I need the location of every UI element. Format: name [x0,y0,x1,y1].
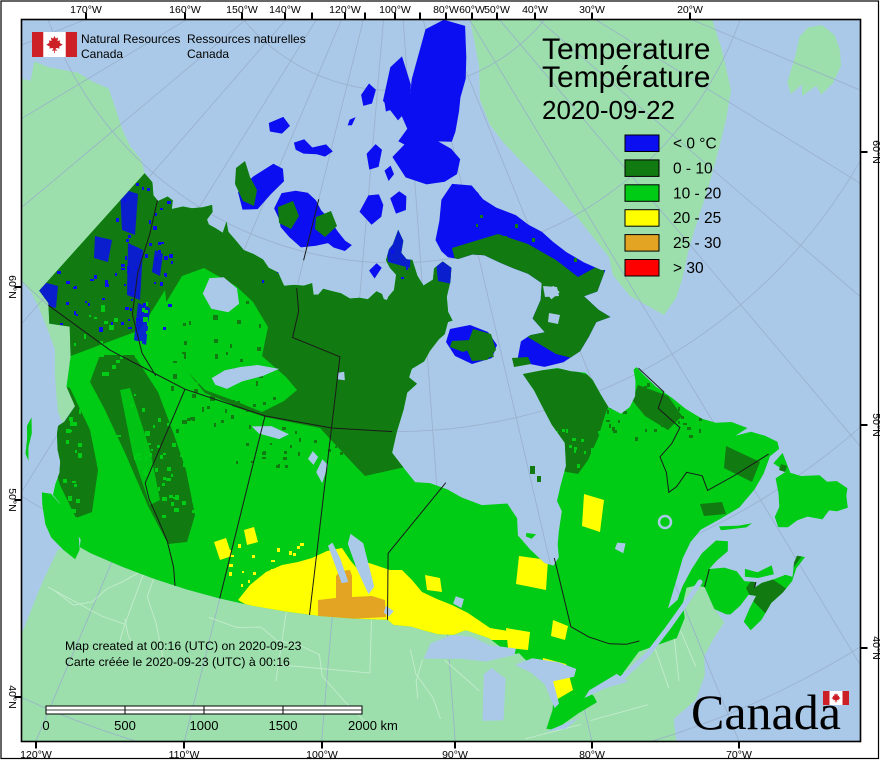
svg-text:90°W: 90°W [442,749,468,760]
svg-text:500: 500 [114,718,136,733]
svg-text:80°W: 80°W [433,4,459,16]
svg-text:60°N: 60°N [870,140,880,163]
svg-text:Carte créée le 2020-09-23 (UTC: Carte créée le 2020-09-23 (UTC) à 00:16 [65,655,290,669]
svg-text:110°W: 110°W [169,749,200,760]
svg-text:120°W: 120°W [20,749,52,760]
svg-text:40°N: 40°N [870,636,880,659]
svg-text:< 0 °C: < 0 °C [673,136,717,153]
svg-text:0: 0 [42,718,49,733]
svg-text:150°W: 150°W [226,4,258,16]
svg-text:> 30: > 30 [673,260,704,277]
svg-text:100°W: 100°W [306,749,338,760]
svg-text:30°W: 30°W [579,4,605,16]
svg-text:1000: 1000 [190,718,219,733]
svg-text:50°N: 50°N [870,413,880,436]
svg-text:80°W: 80°W [579,749,605,760]
svg-text:140°W: 140°W [269,4,301,16]
svg-text:Temperature: Temperature [542,33,710,66]
svg-text:Canada: Canada [81,47,123,61]
svg-text:Température: Température [542,61,710,94]
svg-text:2020-09-22: 2020-09-22 [542,95,675,125]
svg-text:40°N: 40°N [6,685,18,708]
svg-text:1500: 1500 [269,718,298,733]
svg-text:0 - 10: 0 - 10 [673,160,713,177]
svg-text:20°W: 20°W [677,4,703,16]
svg-text:160°W: 160°W [169,4,201,16]
svg-text:50°N: 50°N [6,488,18,511]
svg-text:25 - 30: 25 - 30 [673,235,722,252]
svg-text:10 - 20: 10 - 20 [673,185,722,202]
svg-text:100°W: 100°W [379,4,411,16]
svg-text:70°W: 70°W [726,749,752,760]
svg-text:Map created at 00:16 (UTC) on: Map created at 00:16 (UTC) on 2020-09-23 [65,639,302,653]
svg-text:60°N: 60°N [6,275,18,298]
svg-text:2000 km: 2000 km [348,718,398,733]
svg-text:60°W: 60°W [459,4,485,16]
svg-text:40°W: 40°W [522,4,548,16]
svg-text:Canada: Canada [691,684,841,740]
svg-text:Natural Resources: Natural Resources [81,32,180,46]
svg-text:Ressources naturelles: Ressources naturelles [187,32,306,46]
svg-text:20 - 25: 20 - 25 [673,210,721,227]
svg-text:120°W: 120°W [329,4,361,16]
svg-text:Canada: Canada [187,47,229,61]
svg-text:50°W: 50°W [484,4,510,16]
svg-text:170°W: 170°W [70,4,102,16]
